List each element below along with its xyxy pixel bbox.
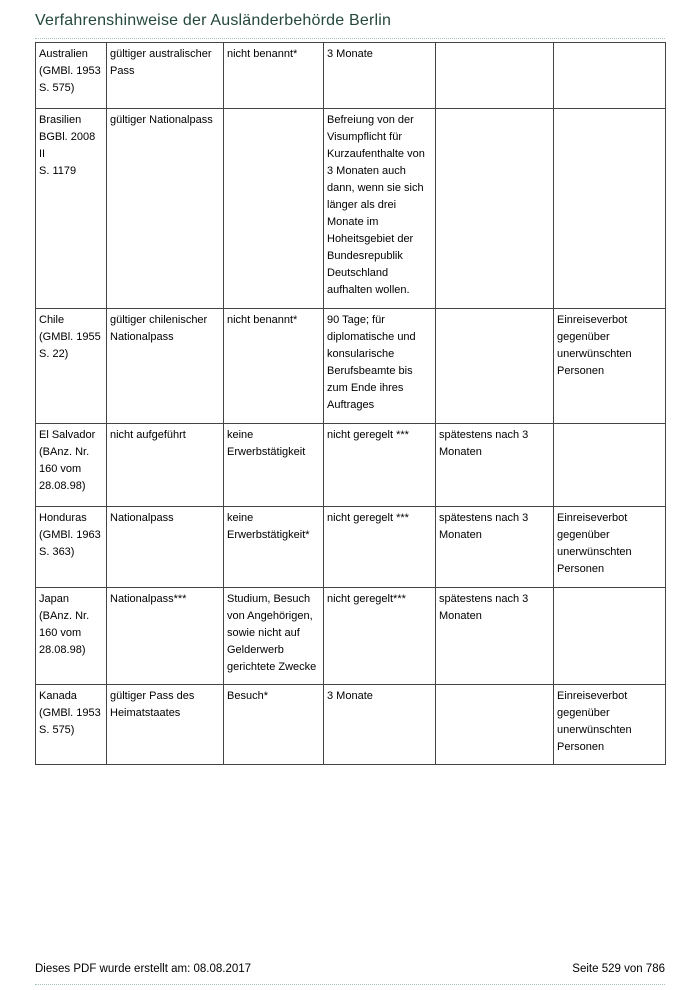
cell-registration: spätestens nach 3 Monaten xyxy=(435,423,554,507)
cell-passport: gültiger Pass des Heimatstaates xyxy=(106,684,224,765)
table-row: Japan (BAnz. Nr. 160 vom 28.08.98) Natio… xyxy=(35,587,666,685)
cell-country: Chile (GMBl. 1955 S. 22) xyxy=(35,308,107,424)
cell-passport: gültiger chilenischer Nationalpass xyxy=(106,308,224,424)
footer-created-date: Dieses PDF wurde erstellt am: 08.08.2017 xyxy=(35,963,252,975)
cell-passport: Nationalpass xyxy=(106,506,224,588)
cell-purpose: Besuch* xyxy=(223,684,324,765)
cell-duration: Befreiung von der Visumpflicht für Kurza… xyxy=(323,108,436,309)
cell-duration: nicht geregelt *** xyxy=(323,506,436,588)
footer-divider xyxy=(35,984,665,985)
cell-purpose: nicht benannt* xyxy=(223,42,324,109)
table-row: El Salvador (BAnz. Nr. 160 vom 28.08.98)… xyxy=(35,423,666,507)
cell-remarks xyxy=(553,423,666,507)
cell-purpose: Studium, Besuch von Angehörigen, sowie n… xyxy=(223,587,324,685)
footer-page-number: Seite 529 von 786 xyxy=(572,963,665,975)
cell-purpose: nicht benannt* xyxy=(223,308,324,424)
cell-registration xyxy=(435,42,554,109)
cell-country: El Salvador (BAnz. Nr. 160 vom 28.08.98) xyxy=(35,423,107,507)
header-divider xyxy=(35,38,665,39)
cell-registration: spätestens nach 3 Monaten xyxy=(435,587,554,685)
cell-registration xyxy=(435,684,554,765)
cell-remarks xyxy=(553,108,666,309)
cell-passport: Nationalpass*** xyxy=(106,587,224,685)
table-row: Honduras (GMBl. 1963 S. 363) Nationalpas… xyxy=(35,506,666,588)
cell-remarks xyxy=(553,587,666,685)
cell-registration xyxy=(435,108,554,309)
cell-remarks: Einreiseverbot gegenüber unerwünschten P… xyxy=(553,684,666,765)
cell-country: Kanada (GMBl. 1953 S. 575) xyxy=(35,684,107,765)
cell-country: Australien (GMBl. 1953 S. 575) xyxy=(35,42,107,109)
cell-registration: spätestens nach 3 Monaten xyxy=(435,506,554,588)
cell-purpose xyxy=(223,108,324,309)
cell-duration: 3 Monate xyxy=(323,684,436,765)
cell-passport: gültiger Nationalpass xyxy=(106,108,224,309)
cell-purpose: keine Erwerbstätigkeit* xyxy=(223,506,324,588)
cell-duration: nicht geregelt*** xyxy=(323,587,436,685)
visa-rules-table: Australien (GMBl. 1953 S. 575) gültiger … xyxy=(35,42,666,765)
page-title: Verfahrenshinweise der Ausländerbehörde … xyxy=(35,12,392,29)
cell-remarks xyxy=(553,42,666,109)
table-row: Kanada (GMBl. 1953 S. 575) gültiger Pass… xyxy=(35,684,666,765)
cell-purpose: keine Erwerbstätigkeit xyxy=(223,423,324,507)
cell-country: Honduras (GMBl. 1963 S. 363) xyxy=(35,506,107,588)
cell-country: Brasilien BGBl. 2008 II S. 1179 xyxy=(35,108,107,309)
cell-duration: 90 Tage; für diplomatische und konsulari… xyxy=(323,308,436,424)
cell-country: Japan (BAnz. Nr. 160 vom 28.08.98) xyxy=(35,587,107,685)
cell-remarks: Einreiseverbot gegenüber unerwünschten P… xyxy=(553,506,666,588)
cell-registration xyxy=(435,308,554,424)
table-row: Brasilien BGBl. 2008 II S. 1179 gültiger… xyxy=(35,108,666,309)
table-row: Chile (GMBl. 1955 S. 22) gültiger chilen… xyxy=(35,308,666,424)
cell-duration: nicht geregelt *** xyxy=(323,423,436,507)
table-row: Australien (GMBl. 1953 S. 575) gültiger … xyxy=(35,42,666,109)
cell-remarks: Einreiseverbot gegenüber unerwünschten P… xyxy=(553,308,666,424)
cell-passport: gültiger australischer Pass xyxy=(106,42,224,109)
cell-passport: nicht aufgeführt xyxy=(106,423,224,507)
cell-duration: 3 Monate xyxy=(323,42,436,109)
